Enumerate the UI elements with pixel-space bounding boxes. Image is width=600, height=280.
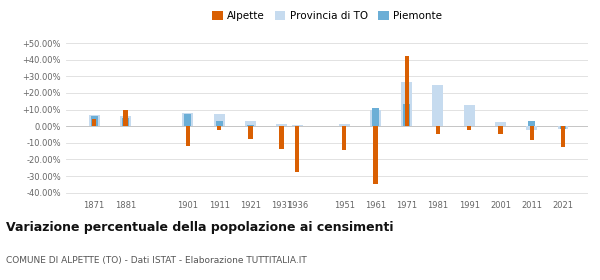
Bar — [292, 125, 303, 126]
Bar — [464, 105, 475, 126]
Bar — [401, 82, 412, 126]
Bar — [498, 126, 503, 134]
Bar — [248, 126, 253, 139]
Bar — [339, 124, 350, 126]
Bar — [526, 126, 537, 129]
Bar — [214, 114, 224, 126]
Bar — [120, 116, 131, 126]
Bar — [404, 56, 409, 126]
Bar — [373, 126, 377, 184]
Bar — [403, 104, 410, 126]
Bar — [528, 121, 535, 126]
Bar — [186, 126, 190, 146]
Bar — [89, 115, 100, 126]
Bar — [372, 108, 379, 126]
Bar — [295, 126, 299, 172]
Bar — [436, 126, 440, 134]
Bar — [247, 125, 254, 126]
Text: Variazione percentuale della popolazione ai censimenti: Variazione percentuale della popolazione… — [6, 221, 394, 234]
Bar — [467, 126, 472, 130]
Bar — [122, 118, 129, 126]
Bar — [370, 110, 381, 126]
Bar — [92, 119, 97, 126]
Bar — [557, 126, 568, 129]
Bar — [245, 121, 256, 126]
Bar — [91, 116, 98, 126]
Bar — [342, 126, 346, 150]
Bar — [495, 122, 506, 126]
Bar — [276, 124, 287, 126]
Bar — [530, 126, 534, 140]
Bar — [184, 114, 191, 126]
Bar — [123, 109, 128, 126]
Text: COMUNE DI ALPETTE (TO) - Dati ISTAT - Elaborazione TUTTITALIA.IT: COMUNE DI ALPETTE (TO) - Dati ISTAT - El… — [6, 256, 307, 265]
Bar — [216, 121, 223, 126]
Bar — [433, 85, 443, 126]
Bar — [560, 126, 566, 129]
Bar — [280, 126, 284, 150]
Bar — [217, 126, 221, 130]
Bar — [561, 126, 565, 147]
Bar — [182, 113, 193, 126]
Legend: Alpette, Provincia di TO, Piemonte: Alpette, Provincia di TO, Piemonte — [208, 6, 446, 25]
